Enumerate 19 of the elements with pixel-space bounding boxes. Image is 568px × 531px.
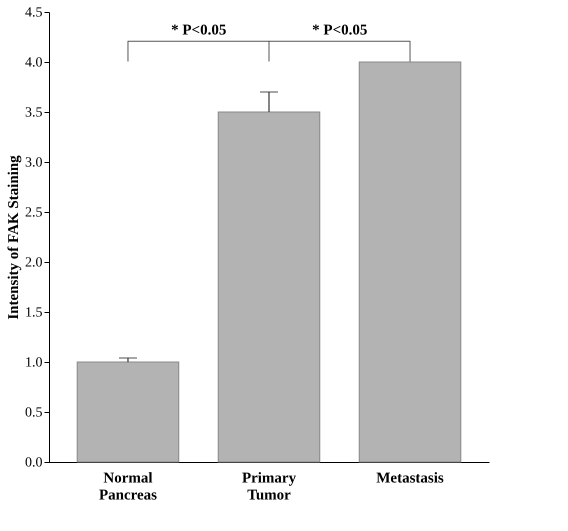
- y-tick-label: 0.0: [25, 456, 42, 470]
- y-tick-label: 3.5: [25, 106, 42, 120]
- y-tick-label: 0.5: [25, 406, 42, 420]
- y-tick-label: 1.5: [25, 306, 42, 320]
- y-tick-label: 4.0: [25, 56, 42, 70]
- y-tick-label: 4.5: [25, 6, 42, 20]
- annotation: * P<0.05: [171, 22, 226, 38]
- y-axis-title: Intensity of FAK Staining: [6, 154, 22, 320]
- x-tick-label: Metastasis: [376, 470, 444, 486]
- y-tick-label: 1.0: [25, 356, 42, 370]
- y-tick-label: 2.5: [25, 206, 42, 220]
- x-tick-label: Normal Pancreas: [98, 470, 158, 504]
- bar: [76, 362, 180, 462]
- x-tick-label: Primary Tumor: [242, 470, 297, 504]
- bar: [218, 112, 320, 462]
- y-tick-label: 3.0: [25, 156, 42, 170]
- annotation: * P<0.05: [312, 22, 368, 38]
- bar: [358, 62, 462, 462]
- y-tick-label: 2.0: [25, 256, 42, 270]
